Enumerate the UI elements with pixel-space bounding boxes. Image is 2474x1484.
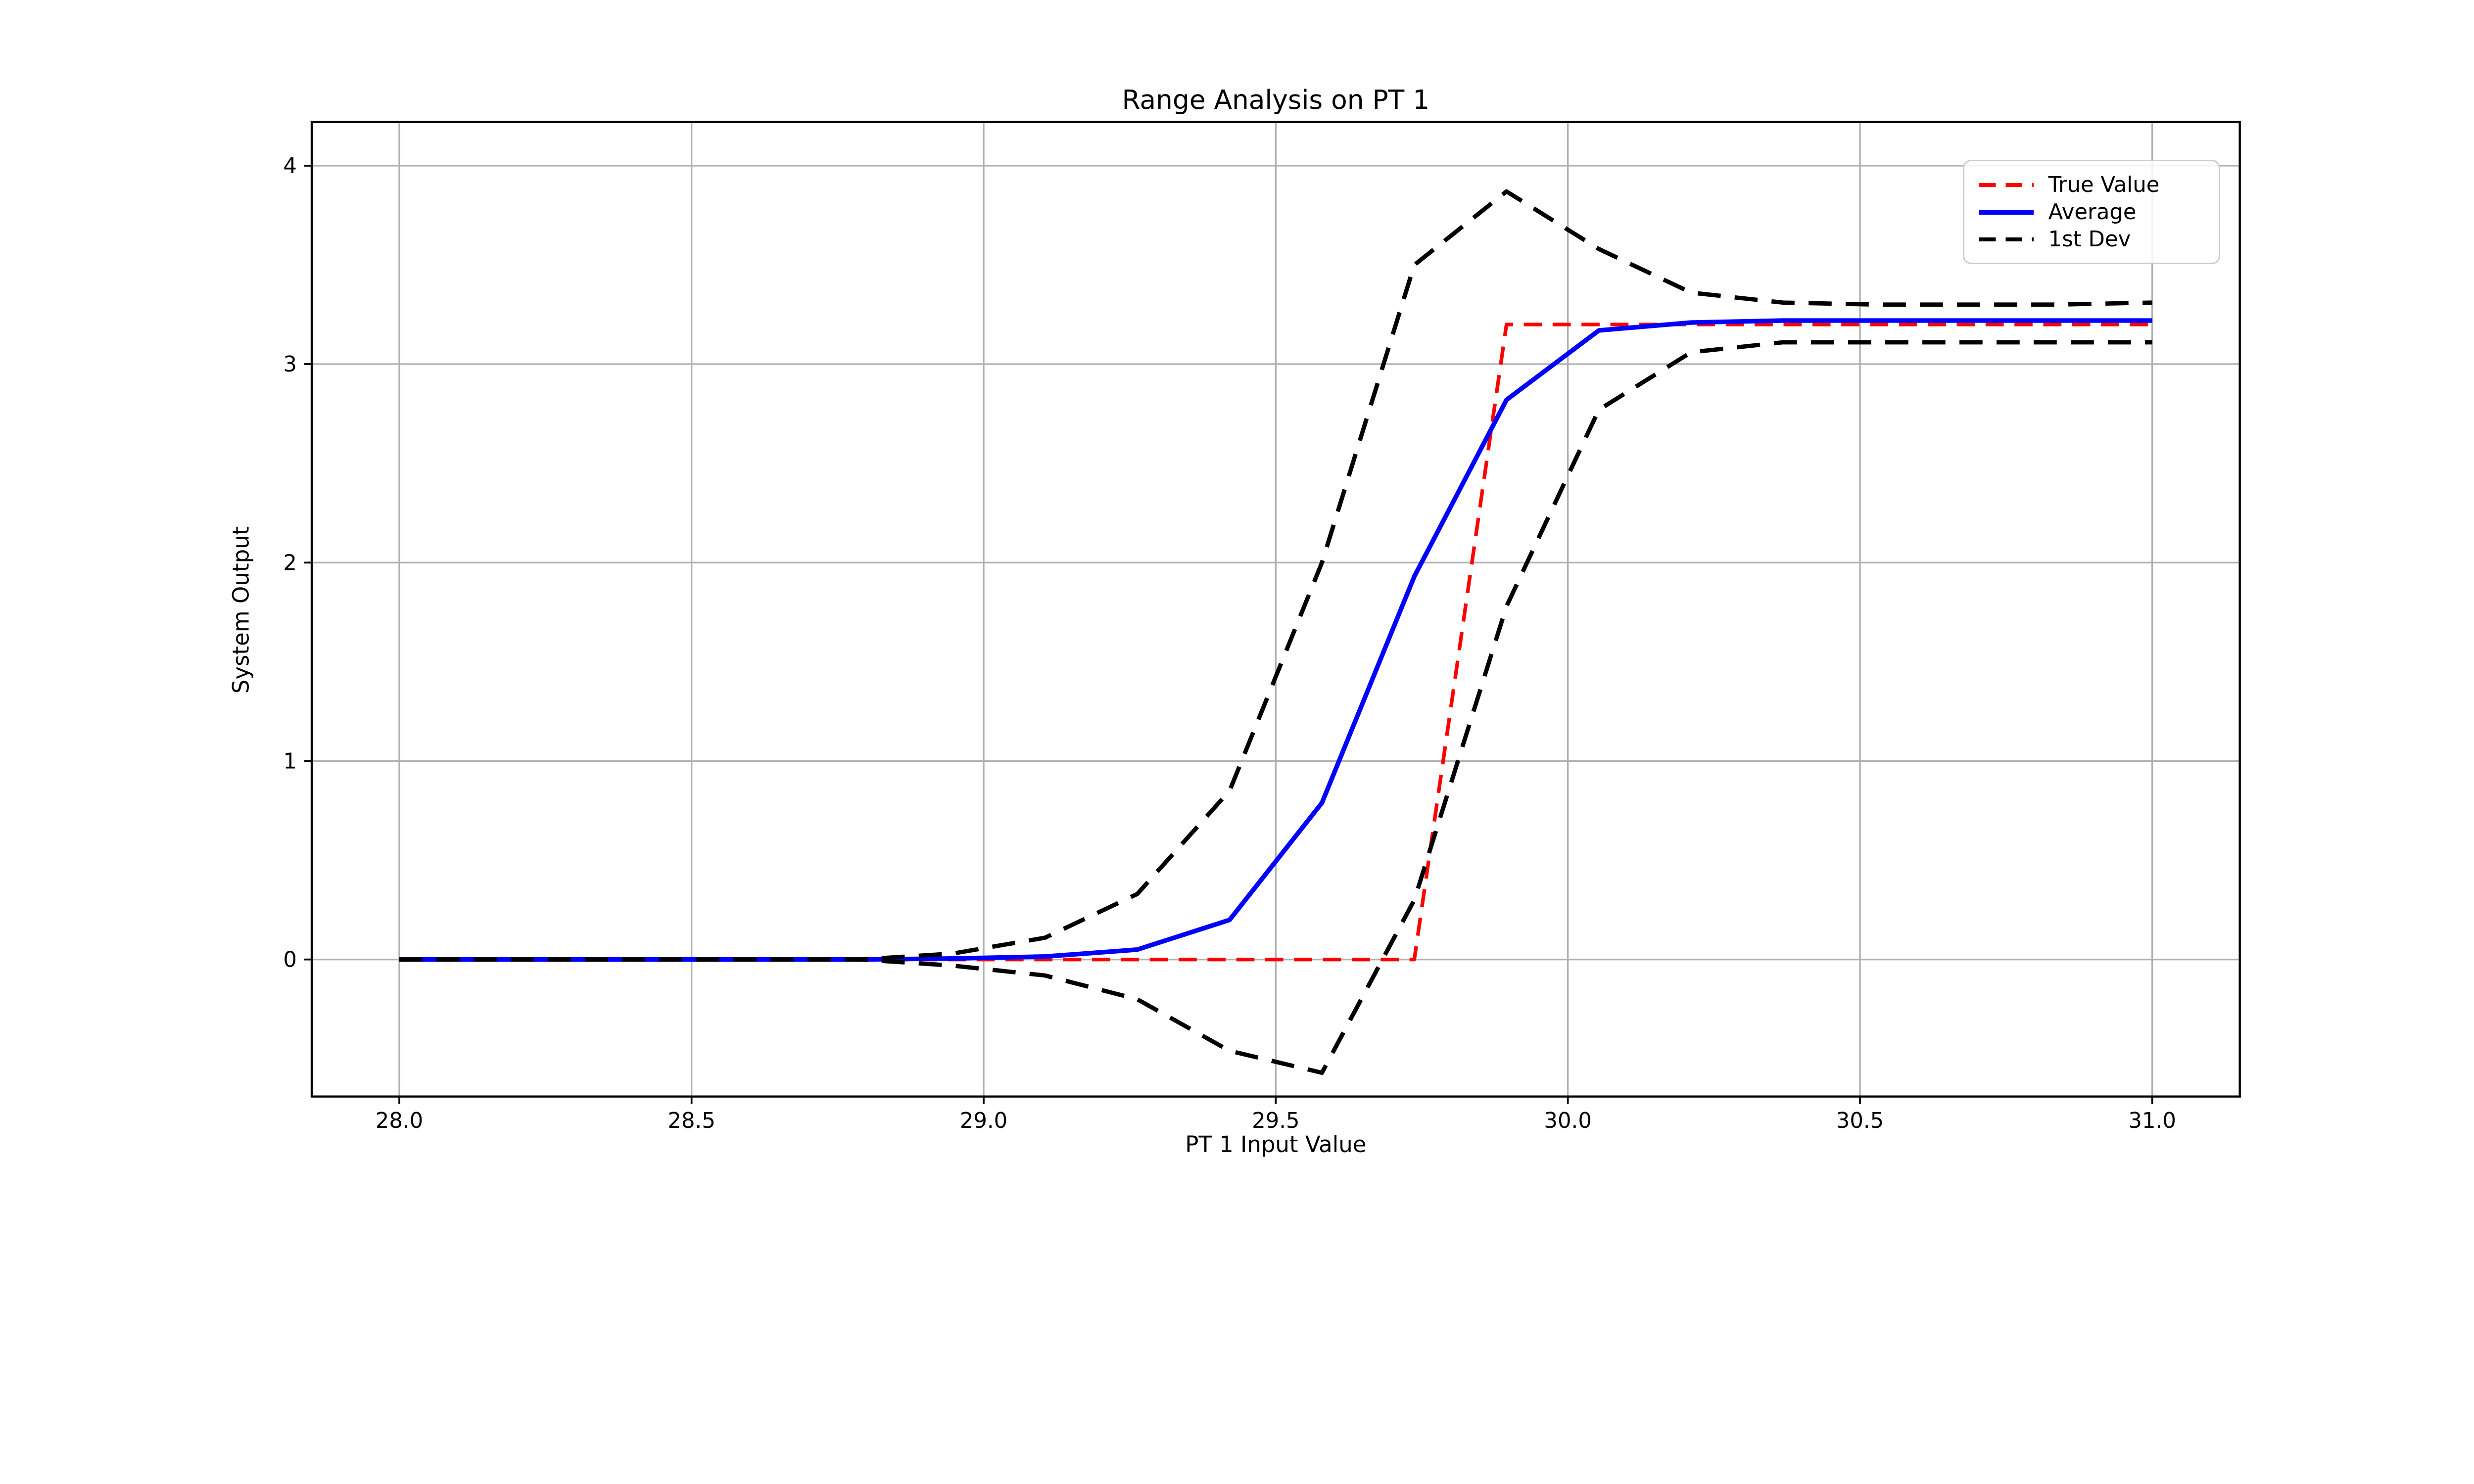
legend-line-sample-black-dashed (1979, 237, 2034, 242)
x-tick-label: 31.0 (2128, 1109, 2176, 1133)
series-line-2 (399, 189, 2152, 962)
legend: True Value Average 1st Dev (1962, 160, 2220, 265)
x-axis-label: PT 1 Input Value (1185, 1131, 1367, 1158)
x-tick-label: 30.5 (1836, 1109, 1884, 1133)
y-tick-label: 1 (283, 749, 297, 774)
x-tick-label: 28.0 (376, 1109, 423, 1133)
legend-label-1st-dev: 1st Dev (2048, 227, 2131, 252)
legend-line-sample-red-dashed (1979, 183, 2034, 187)
legend-label-true-value: True Value (2048, 172, 2160, 197)
figure: Range Analysis on PT 1 28.0 28.5 29.0 29.5 3… (228, 84, 2241, 1158)
plot-area: 28.0 28.5 29.0 29.5 30.0 30.5 31.0 0 1 2 3 4 (283, 121, 2241, 1133)
y-axis-label: System Output (228, 526, 254, 694)
y-tick-label: 0 (283, 948, 297, 973)
legend-label-average: Average (2048, 199, 2137, 225)
x-tick-label: 29.0 (960, 1109, 1007, 1133)
legend-item-1st-dev: 1st Dev (1979, 226, 2202, 253)
y-tick-label: 4 (283, 154, 297, 179)
x-tick-label: 28.5 (667, 1109, 715, 1133)
x-tick-label: 29.5 (1252, 1109, 1299, 1133)
legend-item-average: Average (1979, 198, 2202, 226)
legend-item-true-value: True Value (1979, 171, 2202, 198)
chart-title: Range Analysis on PT 1 (1122, 84, 1430, 115)
legend-line-sample-blue-solid (1979, 209, 2034, 215)
x-tick-label: 30.0 (1544, 1109, 1591, 1133)
series-line-1 (399, 318, 2152, 962)
y-tick-label: 3 (283, 352, 297, 377)
y-tick-label: 2 (283, 551, 297, 575)
axes-frame (310, 121, 2241, 1098)
series-line-3 (399, 340, 2152, 1075)
